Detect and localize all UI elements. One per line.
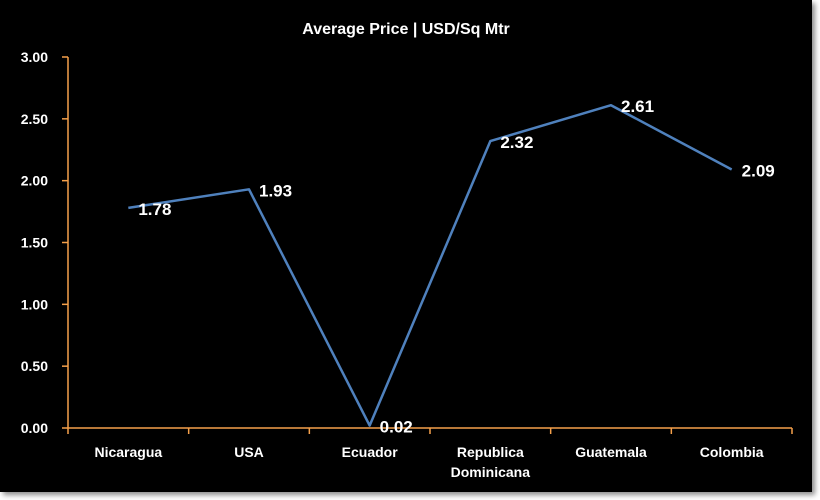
y-tick-label: 1.00 — [21, 296, 48, 312]
y-tick-label: 1.50 — [21, 235, 48, 251]
x-tick-label: Guatemala — [575, 444, 647, 460]
y-tick-label: 2.00 — [21, 173, 48, 189]
y-tick-label: 3.00 — [21, 49, 48, 65]
data-labels: 1.78 1.93 0.02 2.32 2.61 2.09 — [138, 97, 774, 436]
x-axis-ticks: Nicaragua USA Ecuador Republica Dominicana Gu… — [67, 428, 793, 480]
data-label: 2.09 — [742, 162, 775, 181]
line-chart: Average Price | USD/Sq Mtr 0.00 0.50 1.00 1… — [21, 21, 793, 480]
x-tick-label: Republica Dominicana — [451, 444, 531, 480]
x-tick-label: Ecuador — [342, 444, 399, 460]
series-group — [128, 103, 733, 427]
axes — [67, 57, 792, 429]
x-tick-label: USA — [234, 444, 264, 460]
x-tick-label: Nicaragua — [94, 444, 162, 460]
data-label: 1.93 — [259, 181, 292, 200]
data-label: 1.78 — [138, 200, 171, 219]
chart-frame: Average Price | USD/Sq Mtr 0.00 0.50 1.00 1… — [0, 0, 812, 492]
y-tick-label: 0.00 — [21, 420, 48, 436]
data-label: 2.32 — [500, 133, 533, 152]
chart-title: Average Price | USD/Sq Mtr — [302, 21, 510, 38]
series-line — [128, 103, 733, 427]
x-tick-label: Colombia — [700, 444, 764, 460]
y-tick-label: 2.50 — [21, 111, 48, 127]
data-label: 2.61 — [621, 97, 654, 116]
y-tick-label: 0.50 — [21, 358, 48, 374]
y-axis-ticks: 0.00 0.50 1.00 1.50 2.00 2.50 3.00 — [21, 49, 68, 436]
data-label: 0.02 — [380, 418, 413, 437]
